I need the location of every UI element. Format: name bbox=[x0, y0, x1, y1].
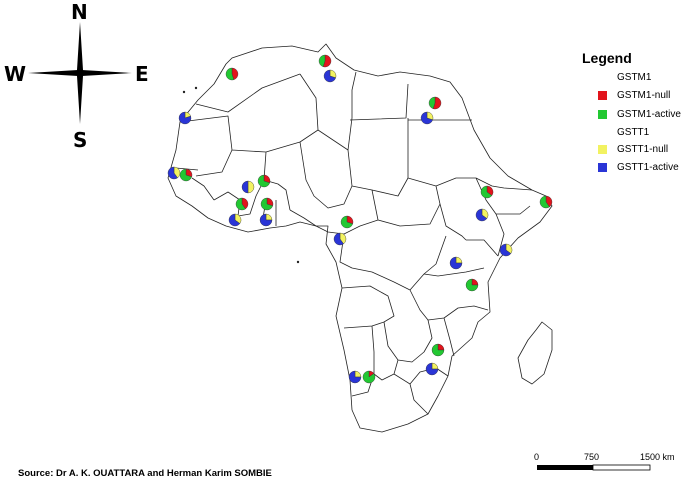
pie-slice-active bbox=[259, 213, 273, 227]
pie-zimbabwe-gstt1 bbox=[425, 362, 439, 376]
legend-title: Legend bbox=[582, 50, 632, 66]
border-south bbox=[341, 285, 455, 415]
legend-label-gstt1: GSTT1 bbox=[617, 127, 650, 138]
border-horn bbox=[435, 177, 533, 257]
pie-ghana-gstt1 bbox=[259, 213, 273, 227]
pie-burkina-gstt1 bbox=[241, 180, 255, 194]
pie-slice-active bbox=[431, 343, 445, 357]
legend-label-gstm1: GSTM1 bbox=[617, 72, 652, 83]
island-marker bbox=[296, 260, 300, 264]
pie-charts bbox=[167, 54, 553, 384]
pie-slice-null bbox=[247, 180, 255, 194]
legend-label-gstt1-null: GSTT1-null bbox=[617, 144, 669, 155]
scale-bar-black bbox=[537, 465, 593, 470]
pie-slice-active bbox=[465, 278, 479, 292]
pie-slice-active bbox=[362, 370, 376, 384]
pie-mauritania-gstt1 bbox=[178, 111, 192, 125]
legend-label-gstm1-active: GSTM1-active bbox=[617, 109, 681, 120]
compass-label-west: W bbox=[4, 62, 27, 86]
pie-slice-active bbox=[499, 243, 512, 257]
pie-kenya-gstt1 bbox=[499, 243, 513, 257]
pie-egypt-gstt1 bbox=[420, 111, 434, 125]
legend-swatch-gstm1-null bbox=[598, 91, 607, 100]
pie-slice-active bbox=[318, 54, 326, 67]
pie-tunisia-gstt1 bbox=[323, 69, 337, 83]
pie-ethiopia-gstt1 bbox=[475, 208, 489, 222]
pie-slice-active bbox=[480, 185, 493, 199]
pie-ivorycoast-gstt1 bbox=[228, 213, 242, 227]
pie-slice-active bbox=[475, 208, 488, 222]
compass-label-east: E bbox=[135, 62, 149, 86]
compass-rose bbox=[28, 22, 132, 124]
scale-bar-white bbox=[592, 464, 651, 471]
scale-label-1500: 1500 km bbox=[640, 452, 675, 462]
pie-slice-active bbox=[348, 370, 362, 384]
pie-slice-active bbox=[539, 195, 550, 209]
compass-label-north: N bbox=[71, 0, 88, 24]
border-central bbox=[315, 219, 489, 321]
compass-arrow-east bbox=[82, 70, 132, 76]
island-marker bbox=[182, 90, 186, 94]
africa-outline bbox=[167, 43, 553, 433]
pie-slice-active bbox=[420, 111, 433, 125]
pie-ivorycoast-gstm1 bbox=[235, 197, 249, 211]
compass-label-south: S bbox=[73, 128, 88, 152]
pie-namibia-gstt1 bbox=[348, 370, 362, 384]
pie-slice-active bbox=[167, 166, 178, 180]
pie-senegal-gstm1 bbox=[179, 168, 193, 182]
pie-ethiopia-gstm1 bbox=[480, 185, 494, 199]
pie-namibia-gstm1 bbox=[362, 370, 376, 384]
pie-tanzania-gstt1 bbox=[449, 256, 463, 270]
compass-center bbox=[75, 66, 85, 80]
pie-zimbabwe-gstm1 bbox=[431, 343, 445, 357]
pie-slice-active bbox=[241, 180, 249, 194]
pie-slice-active bbox=[340, 215, 353, 229]
pie-slice-active bbox=[425, 362, 439, 376]
pie-burkina-gstm1 bbox=[257, 174, 271, 188]
legend-swatch-gstt1-active bbox=[598, 163, 607, 172]
pie-slice-active bbox=[179, 168, 192, 182]
island-marker bbox=[194, 86, 198, 90]
compass-arrow-west bbox=[28, 70, 78, 76]
compass-arrow-south bbox=[77, 76, 83, 124]
pie-slice-active bbox=[428, 96, 436, 109]
legend-swatch-gstt1-null bbox=[598, 145, 607, 154]
source-credit: Source: Dr A. K. OUATTARA and Herman Kar… bbox=[18, 468, 272, 479]
madagascar bbox=[517, 321, 553, 385]
scale-label-750: 750 bbox=[584, 452, 600, 462]
scale-bar bbox=[537, 464, 651, 471]
pie-slice-active bbox=[323, 69, 336, 83]
scale-label-0: 0 bbox=[534, 452, 540, 462]
pie-somalia-gstm1 bbox=[539, 195, 553, 209]
pie-slice-active bbox=[260, 197, 273, 211]
pie-tanzania-gstm1 bbox=[465, 278, 479, 292]
legend-swatch-gstm1-active bbox=[598, 110, 607, 119]
pie-tunisia-gstm1 bbox=[318, 54, 332, 68]
pie-slice-active bbox=[449, 256, 463, 270]
pie-slice-null bbox=[231, 67, 239, 80]
legend-label-gstt1-active: GSTT1-active bbox=[617, 162, 679, 173]
pie-slice-active bbox=[228, 213, 241, 227]
pie-cameroon-gstm1 bbox=[340, 215, 354, 229]
pie-morocco-gstm1 bbox=[225, 67, 239, 81]
map-countries bbox=[167, 43, 553, 433]
pie-slice-active bbox=[178, 111, 192, 125]
pie-slice-active bbox=[257, 174, 270, 188]
pie-egypt-gstm1 bbox=[428, 96, 442, 110]
pie-ghana-gstm1 bbox=[260, 197, 274, 211]
pie-slice-active bbox=[333, 232, 344, 246]
pie-slice-active bbox=[235, 197, 246, 211]
compass-arrow-north bbox=[77, 22, 83, 70]
pie-senegal-gstt1 bbox=[167, 166, 181, 180]
legend-label-gstm1-null: GSTM1-null bbox=[617, 90, 671, 101]
pie-cameroon-gstt1 bbox=[333, 232, 347, 246]
pie-slice-active bbox=[225, 67, 235, 81]
border-sahel bbox=[179, 115, 441, 227]
